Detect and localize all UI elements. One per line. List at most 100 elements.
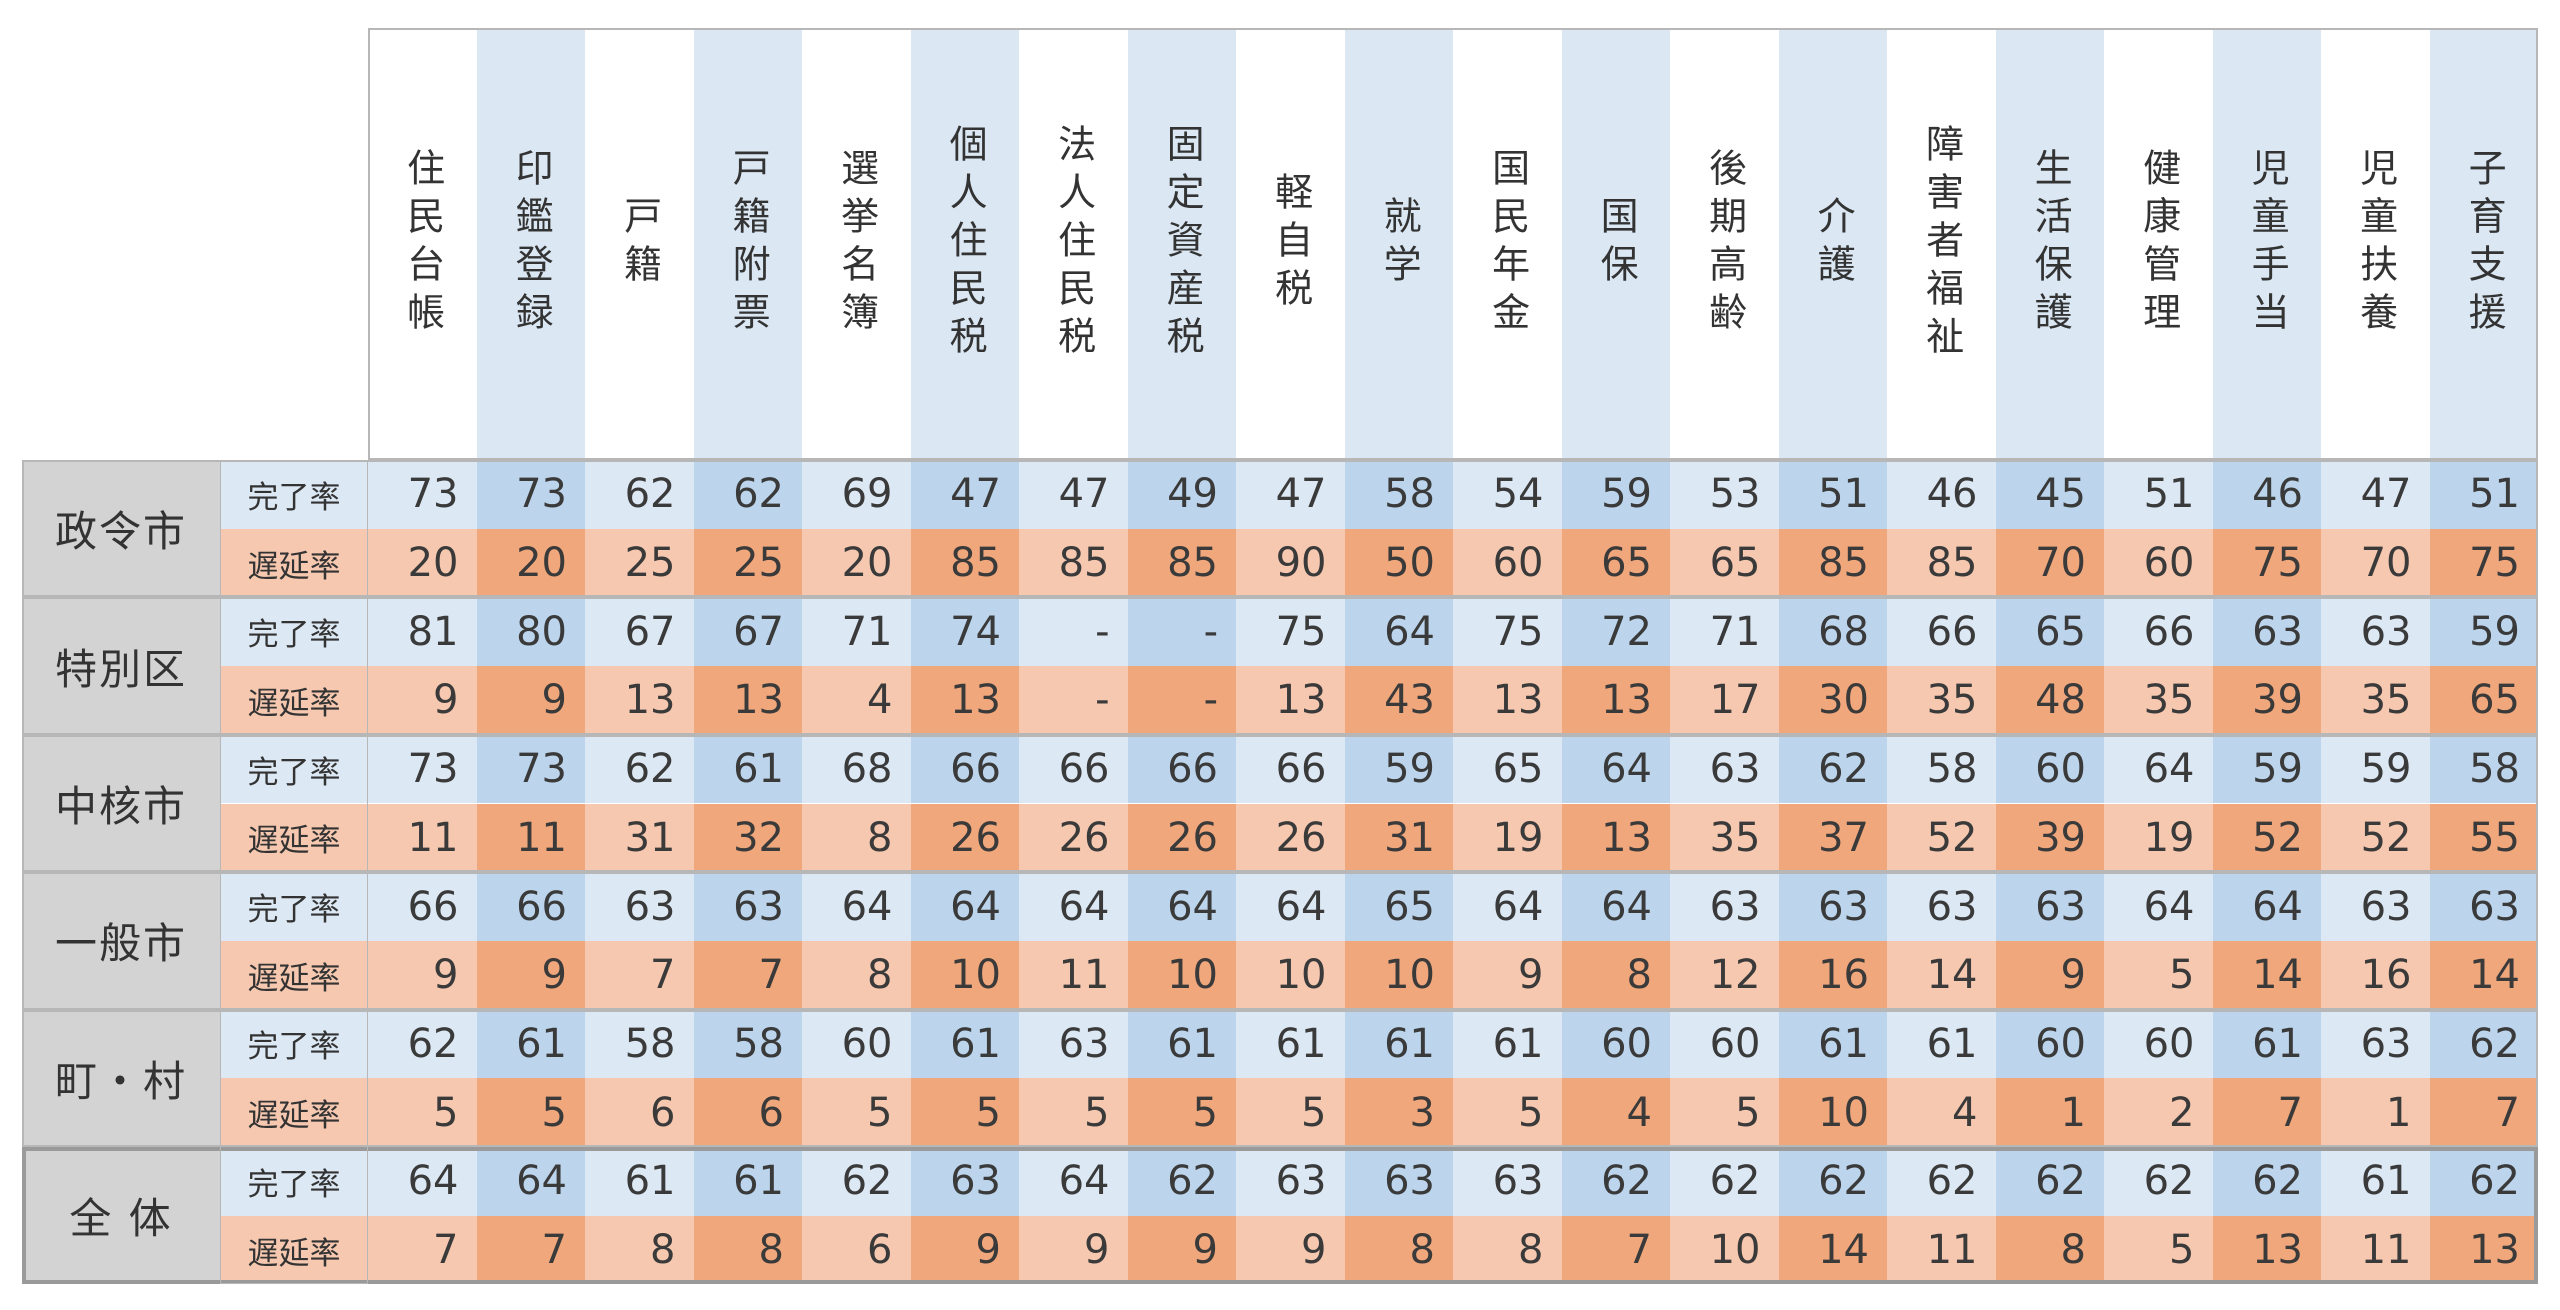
delay-rate-cell: 8	[1561, 940, 1670, 1010]
completion-rate-cell: 64	[368, 1147, 477, 1216]
delay-rate-cell: 4	[1561, 1078, 1670, 1147]
completion-rate-cell: 64	[1561, 872, 1670, 941]
delay-rate-cell: 9	[1019, 1215, 1128, 1285]
delay-rate-cell: 9	[476, 666, 585, 735]
completion-rate-cell: 62	[802, 1147, 911, 1216]
completion-rate-cell: 62	[1561, 1147, 1670, 1216]
completion-rate-cell: 61	[1887, 1009, 1996, 1079]
metric-label: 完了率	[220, 734, 368, 804]
completion-rate-cell: 63	[2429, 872, 2538, 941]
delay-rate-cell: 43	[1344, 666, 1453, 735]
delay-rate-cell: 9	[368, 940, 477, 1010]
category-label: 特別区	[22, 597, 220, 735]
delay-rate-cell: 7	[368, 1215, 477, 1285]
completion-rate-cell: 66	[368, 872, 477, 941]
delay-rate-cell: 13	[910, 666, 1019, 735]
delay-rate-cell: 9	[476, 940, 585, 1010]
completion-rate-cell: 62	[2429, 1147, 2538, 1216]
delay-rate-cell: 6	[585, 1078, 694, 1147]
delay-rate-cell: 16	[1778, 940, 1887, 1010]
delay-rate-cell: 26	[910, 803, 1019, 873]
delay-rate-cell: 10	[1127, 940, 1236, 1010]
delay-rate-cell: 9	[1995, 940, 2104, 1010]
completion-rate-cell: 67	[585, 597, 694, 667]
delay-rate-cell: 5	[910, 1078, 1019, 1147]
completion-rate-cell: 73	[368, 460, 477, 529]
completion-rate-cell: 66	[1019, 734, 1128, 804]
completion-rate-cell: 62	[2104, 1147, 2213, 1216]
completion-rate-cell: 75	[1236, 597, 1345, 667]
delay-rate-cell: 20	[476, 528, 585, 598]
completion-rate-cell: 62	[1778, 734, 1887, 804]
delay-rate-cell: 5	[802, 1078, 911, 1147]
completion-rate-cell: 51	[2429, 460, 2538, 529]
delay-rate-cell: 48	[1995, 666, 2104, 735]
completion-rate-cell: 58	[1887, 734, 1996, 804]
completion-rate-cell: 58	[693, 1009, 802, 1079]
completion-rate-cell: 64	[476, 1147, 585, 1216]
delay-rate-cell: 52	[2321, 803, 2430, 873]
delay-rate-cell: 5	[368, 1078, 477, 1147]
delay-rate-cell: 5	[476, 1078, 585, 1147]
completion-rate-cell: 58	[585, 1009, 694, 1079]
delay-rate-cell: 13	[693, 666, 802, 735]
delay-rate-cell: 30	[1778, 666, 1887, 735]
column-header: 障害者福祉	[1887, 28, 1996, 460]
completion-rate-cell: 61	[1778, 1009, 1887, 1079]
completion-rate-cell: 45	[1995, 460, 2104, 529]
completion-rate-cell: 65	[1344, 872, 1453, 941]
delay-rate-cell: 9	[368, 666, 477, 735]
completion-rate-cell: 47	[1019, 460, 1128, 529]
completion-rate-cell: 61	[2321, 1147, 2430, 1216]
delay-rate-cell: 19	[1453, 803, 1562, 873]
completion-rate-cell: 60	[1995, 1009, 2104, 1079]
delay-rate-cell: 65	[1670, 528, 1779, 598]
completion-rate-cell: 59	[2212, 734, 2321, 804]
completion-rate-cell: 62	[693, 460, 802, 529]
completion-rate-cell: 63	[2321, 1009, 2430, 1079]
completion-rate-cell: 66	[476, 872, 585, 941]
delay-rate-cell: 90	[1236, 528, 1345, 598]
completion-rate-cell: 64	[1236, 872, 1345, 941]
delay-rate-cell: 14	[1887, 940, 1996, 1010]
completion-rate-cell: 46	[1887, 460, 1996, 529]
delay-rate-cell: 10	[1344, 940, 1453, 1010]
delay-rate-cell: 13	[1453, 666, 1562, 735]
completion-rate-cell: 66	[910, 734, 1019, 804]
metric-label: 完了率	[220, 1147, 368, 1216]
delay-rate-cell: 1	[2321, 1078, 2430, 1147]
column-header: 印鑑登録	[476, 28, 585, 460]
delay-rate-cell: 65	[2429, 666, 2538, 735]
column-header: 個人住民税	[910, 28, 1019, 460]
completion-rate-cell: 65	[1995, 597, 2104, 667]
delay-rate-cell: 20	[368, 528, 477, 598]
completion-rate-cell: 63	[1453, 1147, 1562, 1216]
completion-rate-cell: 62	[2429, 1009, 2538, 1079]
delay-rate-cell: 75	[2429, 528, 2538, 598]
completion-rate-cell: 63	[1670, 872, 1779, 941]
column-header: 法人住民税	[1019, 28, 1128, 460]
completion-rate-cell: 64	[1127, 872, 1236, 941]
completion-rate-cell: 58	[2429, 734, 2538, 804]
completion-rate-cell: 62	[1670, 1147, 1779, 1216]
delay-rate-cell: 26	[1236, 803, 1345, 873]
column-header: 軽自税	[1236, 28, 1345, 460]
completion-rate-cell: 60	[1670, 1009, 1779, 1079]
delay-rate-cell: 25	[693, 528, 802, 598]
completion-rate-cell: 64	[1019, 872, 1128, 941]
delay-rate-cell: 10	[1236, 940, 1345, 1010]
delay-rate-cell: 16	[2321, 940, 2430, 1010]
completion-rate-cell: 63	[1236, 1147, 1345, 1216]
completion-rate-cell: 61	[1453, 1009, 1562, 1079]
completion-rate-cell: 61	[910, 1009, 1019, 1079]
delay-rate-cell: 55	[2429, 803, 2538, 873]
delay-rate-cell: 9	[1453, 940, 1562, 1010]
delay-rate-cell: 52	[2212, 803, 2321, 873]
completion-rate-cell: 63	[1019, 1009, 1128, 1079]
delay-rate-cell: 5	[1236, 1078, 1345, 1147]
completion-rate-cell: 73	[368, 734, 477, 804]
completion-rate-cell: 64	[1019, 1147, 1128, 1216]
metric-label: 完了率	[220, 460, 368, 529]
completion-rate-cell: 49	[1127, 460, 1236, 529]
completion-rate-cell: 60	[802, 1009, 911, 1079]
